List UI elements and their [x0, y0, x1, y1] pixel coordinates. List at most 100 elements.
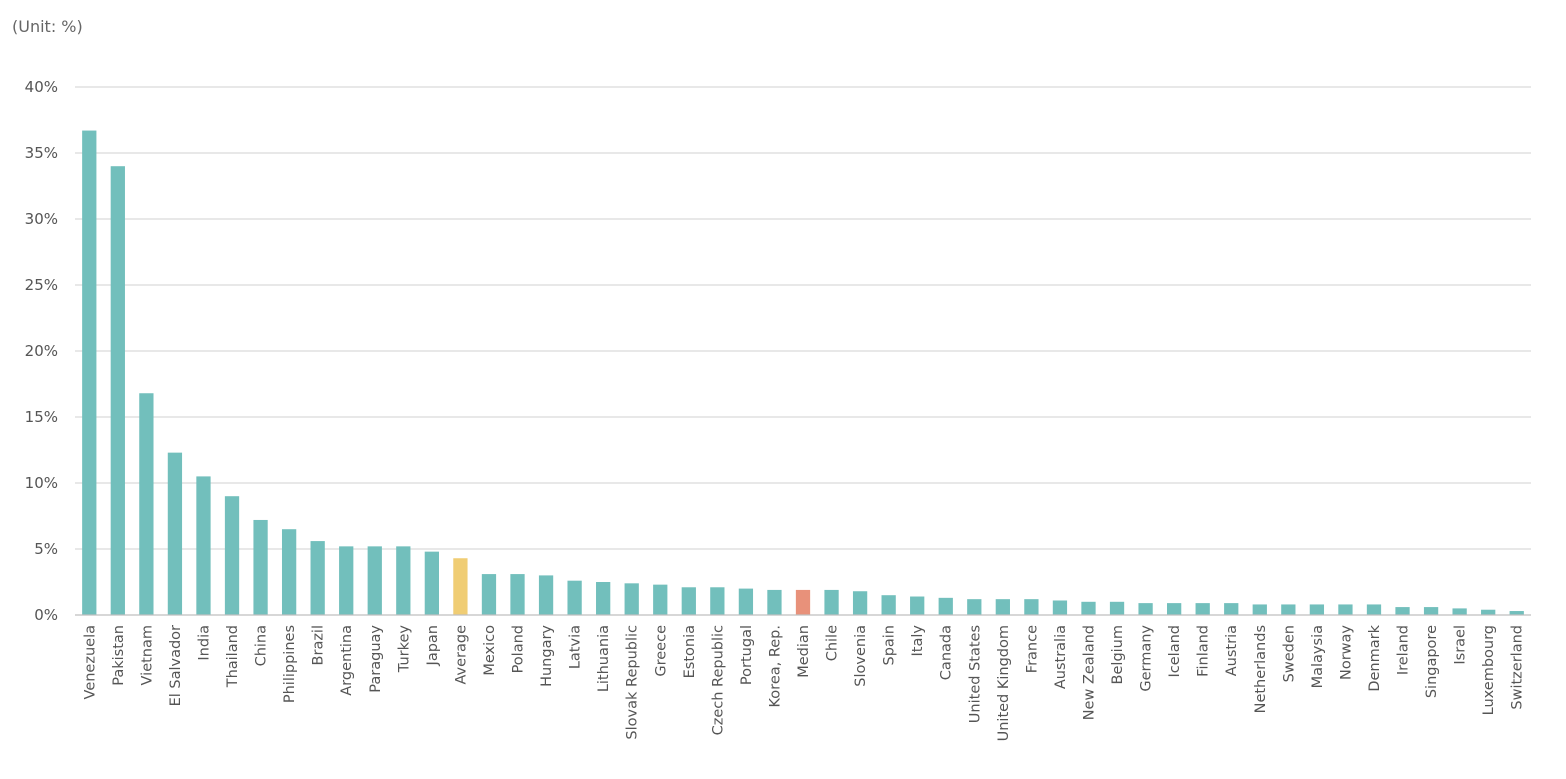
x-axis-category-labels: Venezuela Pakistan Vietnam El Salvador India…: [82, 624, 1525, 741]
bar-lithuania: [596, 582, 611, 615]
x-category-label: Netherlands: [1253, 625, 1269, 713]
bar-china: [253, 519, 268, 615]
x-category-label: Australia: [1053, 625, 1069, 689]
bar-czech-republic: [710, 587, 725, 615]
bar-norway: [1338, 604, 1353, 615]
x-category-label: Japan: [425, 625, 441, 666]
x-category-label: Austria: [1224, 625, 1240, 676]
x-category-label: Slovenia: [853, 625, 869, 687]
bar-australia: [1052, 600, 1068, 615]
x-category-label: Pakistan: [111, 625, 127, 686]
x-category-label: Ireland: [1396, 625, 1412, 675]
bar-united-states: [967, 599, 982, 615]
bar-new-zealand: [1081, 601, 1096, 615]
x-category-label: Luxembourg: [1481, 625, 1497, 715]
bar-argentina: [339, 546, 354, 615]
x-category-label: Latvia: [568, 625, 584, 669]
unit-note: (Unit: %): [12, 17, 83, 36]
bar-austria: [1224, 603, 1239, 615]
x-category-label: Hungary: [539, 625, 555, 687]
gridlines: [75, 86, 1531, 550]
x-category-label: Sweden: [1281, 625, 1297, 682]
y-tick-label: 15%: [25, 408, 58, 426]
y-tick-label: 40%: [25, 78, 58, 96]
y-tick-label: 0%: [34, 606, 58, 624]
x-category-label: Slovak Republic: [625, 625, 641, 740]
x-category-label: Brazil: [311, 625, 327, 665]
bar-finland: [1195, 603, 1210, 615]
y-tick-label: 5%: [34, 540, 58, 558]
bar-median: [795, 589, 811, 615]
y-tick-label: 10%: [25, 474, 58, 492]
bar-korea-rep: [767, 589, 782, 615]
bar-thailand: [224, 496, 240, 615]
bar-india: [196, 476, 211, 615]
x-category-label: United Kingdom: [996, 625, 1012, 741]
x-category-label: Greece: [653, 625, 669, 677]
x-category-label: Average: [453, 625, 469, 685]
bar-venezuela: [82, 130, 97, 615]
x-category-label: Poland: [511, 625, 527, 673]
x-category-label: Spain: [882, 625, 898, 666]
bar-denmark: [1366, 604, 1382, 615]
bar-pakistan: [110, 166, 125, 615]
x-category-label: Italy: [910, 625, 926, 657]
bar-average: [453, 558, 468, 615]
bar-malaysia: [1309, 604, 1325, 615]
bar-hungary: [538, 575, 554, 615]
x-category-label: Czech Republic: [710, 625, 726, 735]
x-category-label: Belgium: [1110, 625, 1126, 684]
y-tick-label: 30%: [25, 210, 58, 228]
bar-latvia: [567, 580, 582, 615]
x-category-label: New Zealand: [1081, 625, 1097, 720]
x-category-label: Malaysia: [1310, 625, 1326, 688]
bar-israel: [1452, 608, 1467, 615]
x-category-label: Philippines: [282, 625, 298, 703]
bar-philippines: [281, 529, 297, 615]
bar-mexico: [481, 574, 497, 615]
y-tick-label: 20%: [25, 342, 58, 360]
bar-luxembourg: [1481, 609, 1496, 615]
bar-poland: [510, 574, 525, 615]
y-tick-label: 25%: [25, 276, 58, 294]
bars: [82, 130, 1524, 615]
bar-sweden: [1281, 604, 1296, 615]
bar-spain: [881, 595, 896, 615]
bar-chile: [824, 589, 839, 615]
x-category-label: Venezuela: [82, 625, 98, 699]
x-category-label: Paraguay: [368, 625, 384, 693]
bar-netherlands: [1252, 604, 1267, 615]
bar-iceland: [1167, 603, 1182, 615]
bar-japan: [424, 551, 439, 615]
x-category-label: Estonia: [682, 625, 698, 678]
bar-italy: [910, 596, 925, 615]
bar-brazil: [310, 541, 325, 615]
bar-el-salvador: [167, 452, 183, 615]
bar-slovak-republic: [624, 583, 639, 615]
bar-ireland: [1395, 607, 1410, 615]
x-category-label: Mexico: [482, 625, 498, 676]
x-category-label: Switzerland: [1510, 625, 1526, 710]
bar-portugal: [738, 588, 754, 615]
bar-belgium: [1109, 601, 1125, 615]
x-category-label: Lithuania: [596, 625, 612, 692]
bar-canada: [938, 597, 953, 615]
x-category-label: France: [1024, 625, 1040, 673]
x-category-label: Germany: [1139, 625, 1155, 692]
x-category-label: Chile: [825, 625, 841, 661]
x-category-label: Argentina: [339, 625, 355, 696]
x-category-label: Vietnam: [139, 625, 155, 685]
x-category-label: Iceland: [1167, 625, 1183, 677]
x-category-label: Finland: [1196, 625, 1212, 677]
y-tick-label: 35%: [25, 144, 58, 162]
x-category-label: Norway: [1338, 625, 1354, 680]
x-category-label: India: [196, 625, 212, 661]
x-category-label: Korea, Rep.: [767, 625, 783, 707]
x-category-label: Canada: [939, 625, 955, 680]
x-category-label: Thailand: [225, 625, 241, 688]
y-axis-ticks: 0% 5% 10% 15% 20% 25% 30% 35% 40%: [25, 78, 58, 624]
bar-united-kingdom: [995, 599, 1010, 615]
x-category-label: Singapore: [1424, 625, 1440, 698]
bar-slovenia: [852, 591, 868, 615]
